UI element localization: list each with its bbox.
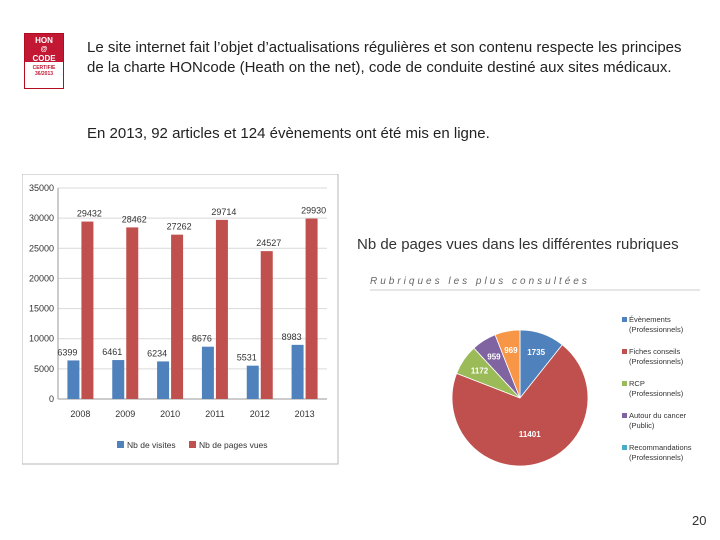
bar-visits [291, 344, 304, 399]
bar-value-label: 29930 [301, 206, 326, 216]
bar-chart-legend: Nb de visites Nb de pages vues [117, 440, 268, 450]
bar-x-tick: 2009 [115, 409, 135, 419]
bar-value-label: 27262 [167, 222, 192, 232]
bar-legend-label: Nb de visites [127, 440, 176, 450]
pie-legend-swatch [622, 445, 627, 450]
rubriques-pie-chart: Rubriques les plus consultées 1735114011… [370, 276, 700, 467]
pie-legend-swatch [622, 317, 627, 322]
bar-visits [157, 361, 170, 399]
honcode-badge-top: HON @ CODE [25, 34, 63, 63]
bar-y-tick: 15000 [29, 304, 54, 314]
pie-legend-sublabel: (Public) [629, 421, 655, 430]
bar-pageviews [126, 227, 139, 399]
bar-visits [112, 360, 125, 399]
pie-chart-title: Nb de pages vues dans les différentes ru… [357, 236, 679, 253]
intro-paragraph: Le site internet fait l’objet d’actualis… [87, 39, 682, 76]
bar-y-tick: 35000 [29, 183, 54, 193]
bar-visits [201, 346, 214, 399]
badge-line3: CERTIFIE [32, 65, 56, 71]
pie-value-label: 11401 [519, 430, 541, 439]
bar-value-label: 6399 [57, 347, 77, 357]
pie-legend: Évènements(Professionnels)Fiches conseil… [622, 315, 692, 462]
bar-x-tick: 2010 [160, 409, 180, 419]
pie-legend-sublabel: (Professionnels) [629, 389, 684, 398]
pie-slice [451, 344, 589, 467]
bar-pageviews [305, 218, 318, 399]
bar-y-tick: 25000 [29, 243, 54, 253]
pie-value-label: 1735 [527, 348, 545, 357]
pie-legend-swatch [622, 349, 627, 354]
bar-pageviews [171, 234, 184, 399]
visits-bar-chart: 0 5000 10000 15000 20000 25000 30000 35000 2008 2… [22, 174, 339, 465]
pie-legend-label: Évènements [629, 315, 671, 324]
bar-value-label: 5531 [237, 353, 257, 363]
pie-slice [494, 329, 521, 399]
pie-value-label: 959 [487, 353, 501, 362]
stat-paragraph: En 2013, 92 articles et 124 évènements o… [87, 125, 490, 142]
pie-legend-label: RCP [629, 379, 645, 388]
honcode-badge: HON @ CODE CERTIFIE 36/2013 [24, 33, 64, 89]
bar-value-label: 28462 [122, 214, 147, 224]
pie-legend-sublabel: (Professionnels) [629, 357, 684, 366]
pie-legend-sublabel: (Professionnels) [629, 325, 684, 334]
badge-line4: 36/2013 [34, 71, 54, 77]
bar-x-tick: 2011 [205, 409, 224, 419]
page-number: 20 [692, 513, 707, 528]
bar-visits [246, 365, 259, 399]
bar-y-tick: 30000 [29, 213, 54, 223]
bar-y-tick: 20000 [29, 273, 54, 283]
bar-value-label: 6234 [147, 348, 167, 358]
badge-line1: HON [35, 36, 53, 45]
bar-value-label: 24527 [256, 238, 281, 248]
bar-visits [67, 360, 80, 399]
pie-legend-swatch [622, 381, 627, 386]
bar-y-tick: 5000 [34, 364, 54, 374]
pie-legend-label: Recommandations [629, 443, 692, 452]
bar-pageviews [81, 221, 94, 399]
pie-value-label: 969 [504, 346, 518, 355]
badge-at-icon: @ [40, 46, 48, 53]
bar-chart-labels: 6399 29432 6461 28462 6234 27262 8676 29714 5531… [57, 206, 326, 363]
pie-legend-label: Fiches conseils [629, 347, 681, 356]
bar-x-tick: 2008 [70, 409, 90, 419]
bar-value-label: 29432 [77, 209, 102, 219]
bar-y-tick: 0 [49, 394, 54, 404]
pie-legend-sublabel: (Professionnels) [629, 453, 684, 462]
bar-legend-swatch [189, 441, 196, 448]
bar-value-label: 29714 [211, 207, 236, 217]
pie-legend-swatch [622, 413, 627, 418]
bar-value-label: 8676 [192, 334, 212, 344]
bar-chart-axis: 0 5000 10000 15000 20000 25000 30000 35000 2008 2… [29, 183, 327, 419]
bar-value-label: 6461 [102, 347, 122, 357]
bar-pageviews [260, 251, 273, 399]
bar-legend-label: Nb de pages vues [199, 440, 268, 450]
pie-slices [451, 329, 589, 467]
badge-line2: CODE [32, 54, 56, 63]
bar-x-tick: 2013 [295, 409, 315, 419]
bar-y-tick: 10000 [29, 334, 54, 344]
pie-value-label: 1172 [471, 366, 489, 375]
bar-pageviews [215, 219, 228, 399]
bar-legend-swatch [117, 441, 124, 448]
pie-legend-label: Autour du cancer [629, 411, 687, 420]
pie-subtitle: Rubriques les plus consultées [370, 276, 590, 287]
bar-value-label: 8983 [282, 332, 302, 342]
bar-x-tick: 2012 [250, 409, 270, 419]
bar-chart-bars [67, 218, 318, 399]
